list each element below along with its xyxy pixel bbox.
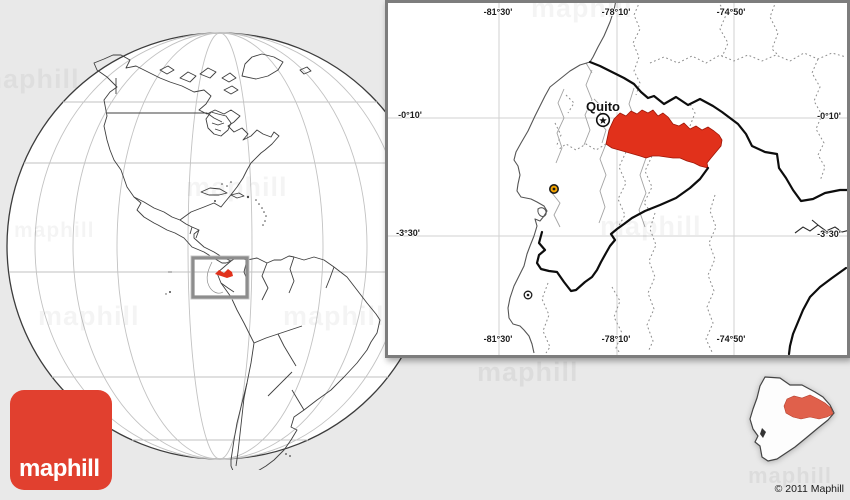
lon-label-bottom-2: -78°10' [601,334,631,344]
globe-highlight-region [215,269,233,278]
mini-dark-patch [760,428,766,438]
continents-outline [93,53,381,476]
lon-label-top-1: -81°30' [483,7,513,17]
country-borders [535,60,847,355]
city-ring-marker [523,290,533,300]
locator-box [191,256,249,299]
city-orange-marker [549,184,560,195]
mini-highlight-region [783,394,834,420]
lat-label-left-1: -0°10' [398,110,422,120]
mini-country-outline [749,376,835,462]
city-label-quito: Quito [586,99,620,114]
river-border-squiggle [794,219,847,234]
watermark: maphill [477,357,579,387]
lon-label-top-3: -74°50' [716,7,746,17]
highlighted-region [605,109,723,169]
lat-label-right-1: -0°10' [817,111,841,121]
detail-map-panel[interactable]: -81°30' -78°10' -74°50' -81°30' -78°10' … [385,0,850,358]
copyright-text: © 2011 Maphill [774,483,844,495]
province-borders-dotted [541,3,847,354]
lon-label-bottom-3: -74°50' [716,334,746,344]
lat-label-left-2: -3°30' [396,228,420,238]
mini-country-map[interactable] [742,366,848,481]
coastline [507,3,616,354]
maphill-logo-text: maphill [19,455,100,482]
capital-star-marker [595,112,611,128]
locator-country-outline [206,261,224,294]
mini-country-svg [749,376,835,462]
lon-label-bottom-1: -81°30' [483,334,513,344]
lon-label-top-2: -78°10' [601,7,631,17]
maphill-logo[interactable]: maphill [10,390,112,490]
lat-label-right-2: -3°30' [817,229,841,239]
detail-map-svg [388,3,847,355]
locator-box-outer [190,255,250,300]
small-islands [165,181,291,457]
